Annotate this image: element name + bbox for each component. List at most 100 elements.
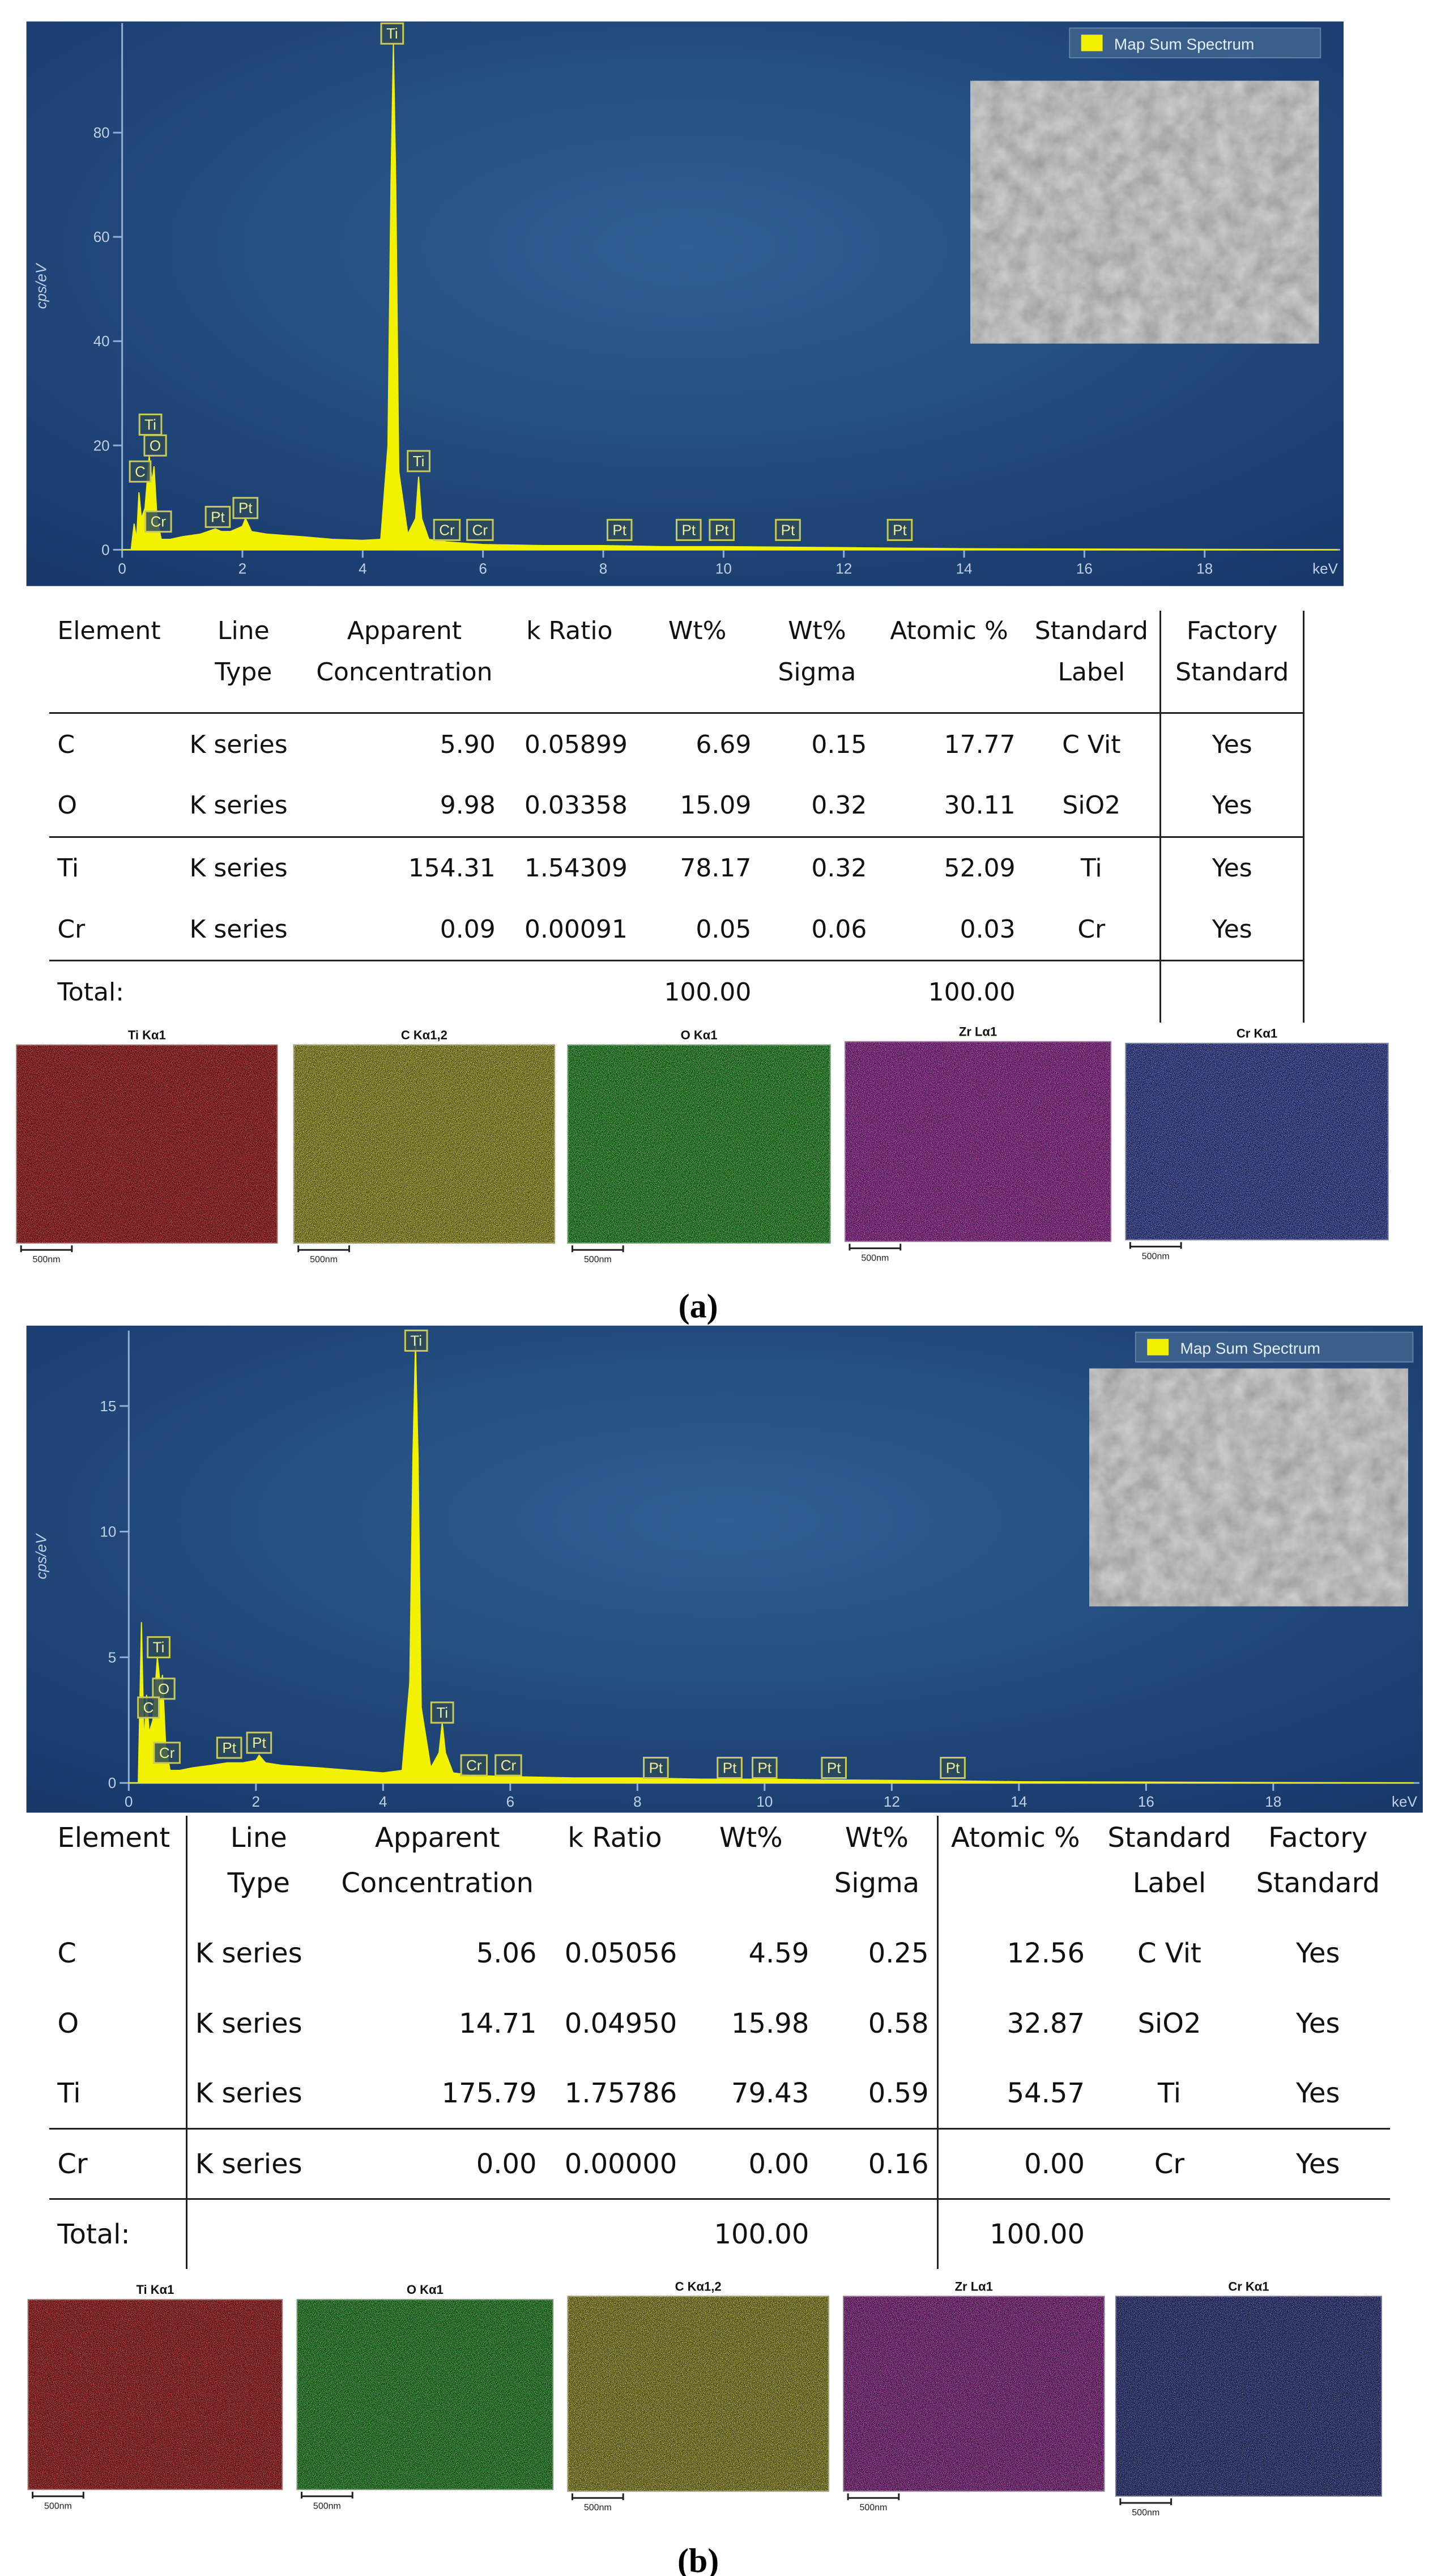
- peak-label-box: [709, 518, 735, 541]
- table-cell: SiO2: [1023, 775, 1161, 838]
- element-map: C Kα1,2 500nm: [567, 2279, 829, 2513]
- header-text: Wt%: [845, 1822, 909, 1854]
- map-speckle: [843, 2296, 1105, 2492]
- spectrum-chart: 0 20 40 60 80 0 2 4 6 8 10 12 14 16 18 keV cps/eV Ti Ti OC C…: [26, 21, 1344, 586]
- header-text: Atomic %: [890, 616, 1008, 646]
- peak-label-box: [676, 518, 702, 541]
- peak-label: Pt: [211, 508, 225, 525]
- map-title: Cr Kα1: [1228, 2279, 1269, 2293]
- element-map: C Kα1,2 500nm: [293, 1028, 556, 1264]
- table-cell: 12.56: [1007, 1937, 1085, 1969]
- x-tick-label: 10: [715, 560, 732, 577]
- peak-label-box: [433, 518, 461, 541]
- table-cell: Cr: [49, 2128, 187, 2200]
- table-cell: [817, 2199, 939, 2270]
- peak-label-box: [430, 1701, 454, 1724]
- table-cell: 5.90: [440, 730, 496, 759]
- legend-swatch: [1081, 35, 1103, 52]
- header-text: Line: [230, 1822, 287, 1854]
- x-tick-label: 0: [118, 560, 126, 577]
- map-speckle: [297, 2300, 553, 2490]
- peak-label: Ti: [144, 416, 156, 433]
- map-speckle: [16, 1045, 278, 1244]
- table-cell: 0.00: [937, 2128, 1093, 2200]
- table-cell: K series: [195, 1937, 302, 1969]
- element-map: Zr Lα1 500nm: [844, 1025, 1112, 1263]
- table-cell: 0.00000: [544, 2128, 685, 2200]
- scale-label: 500nm: [313, 2501, 341, 2511]
- peak-label-box: [216, 1736, 242, 1759]
- map-speckle: [293, 1045, 555, 1244]
- table-cell: [1160, 960, 1305, 1023]
- table-cell: Yes: [1160, 713, 1305, 776]
- table-cell: Yes: [1246, 2128, 1390, 2200]
- map-title: Ti Kα1: [136, 2283, 174, 2297]
- peak-label: Pt: [682, 521, 696, 538]
- header-text: Label: [1132, 1867, 1206, 1899]
- header-cell: Standard Label: [1093, 1816, 1246, 1918]
- peak-label: Pt: [715, 521, 729, 538]
- map-title: C Kα1,2: [401, 1028, 447, 1042]
- peak-label-box: [460, 1754, 488, 1777]
- x-tick-label: 6: [506, 1793, 514, 1810]
- legend-box: [1069, 27, 1321, 58]
- x-axis-label: keV: [1312, 560, 1338, 577]
- peak-label-box: [246, 1731, 272, 1754]
- table-cell: K series: [189, 854, 288, 883]
- y-tick-label: 60: [93, 228, 110, 245]
- legend-label: Map Sum Spectrum: [1180, 1339, 1320, 1357]
- results-table: Element Line Type Apparent Concentration k Ra…: [49, 1816, 1390, 2270]
- table-cell: [182, 961, 306, 1023]
- header-text: Standard: [1256, 1867, 1380, 1899]
- table-cell: K series: [186, 2058, 330, 2130]
- x-tick-label: 4: [359, 560, 366, 577]
- x-tick-label: 14: [1011, 1793, 1027, 1810]
- panel-caption: (a): [679, 1287, 718, 1325]
- peak-label-box: [717, 1757, 743, 1779]
- table-cell: 0.00: [330, 2128, 545, 2200]
- peak-label-box: [204, 505, 231, 528]
- table-cell: 78.17: [680, 854, 752, 883]
- header-text: Standard: [1175, 657, 1289, 687]
- x-tick-label: 0: [125, 1793, 133, 1810]
- peak-label: Pt: [222, 1739, 236, 1756]
- peak-label-box: [775, 518, 801, 541]
- x-tick-label: 2: [238, 560, 246, 577]
- header-text: Standard: [1034, 616, 1148, 646]
- peak-label: O: [158, 1680, 169, 1697]
- header-cell: k Ratio: [503, 611, 636, 714]
- header-cell: Line Type: [186, 1816, 330, 1918]
- table-cell: Ti: [1023, 837, 1161, 899]
- header-text: Concentration: [316, 657, 493, 687]
- header-cell: Wt%: [635, 611, 760, 714]
- y-axis-label: cps/eV: [33, 1533, 50, 1579]
- x-tick-label: 8: [599, 560, 607, 577]
- table-cell: [330, 2199, 545, 2269]
- peak-label: Cr: [501, 1757, 517, 1774]
- element-map: O Kα1 500nm: [567, 1028, 831, 1264]
- header-text: k Ratio: [568, 1822, 662, 1854]
- header-text: Apparent: [374, 1822, 500, 1854]
- table-cell: 5.06: [476, 1937, 537, 1969]
- table-cell: Total:: [57, 977, 124, 1007]
- header-text: Atomic %: [951, 1822, 1080, 1854]
- spectrum-chart: 0 5 10 15 0 2 4 6 8 10 12 14 16 18 keV cps/eV Ti Ti OC Cr Pt…: [26, 1325, 1423, 1813]
- header-cell: Factory Standard: [1246, 1816, 1390, 1918]
- map-title: C Kα1,2: [675, 2279, 722, 2293]
- table-cell: 15.09: [635, 775, 760, 838]
- peak-label-box: [606, 518, 633, 541]
- table-cell: Cr: [1023, 899, 1161, 962]
- table-cell: 100.00: [714, 2219, 809, 2251]
- table-cell: 0.03358: [503, 775, 636, 838]
- table-cell: Cr: [1093, 2128, 1247, 2200]
- table-cell: Yes: [1296, 2007, 1340, 2039]
- table-cell: Yes: [1246, 2058, 1390, 2130]
- peak-label-box: [940, 1757, 966, 1779]
- peak-label: Pt: [758, 1760, 772, 1777]
- header-text: k Ratio: [526, 616, 613, 646]
- x-tick-label: 2: [252, 1793, 260, 1810]
- scale-label: 500nm: [44, 2501, 72, 2511]
- peak-label-box: [404, 1329, 428, 1352]
- table-cell: Total:: [49, 2199, 187, 2270]
